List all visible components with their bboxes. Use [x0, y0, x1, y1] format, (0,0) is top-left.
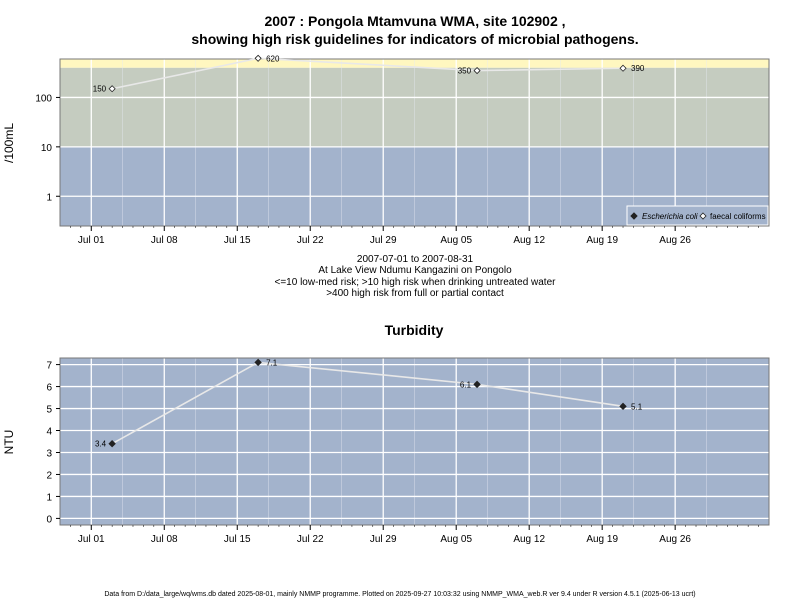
data-label: 150	[93, 85, 107, 94]
legend-ecoli-label: Escherichia coli	[642, 212, 698, 221]
x-tick-label: Aug 12	[513, 534, 545, 545]
y-tick-label: 1	[46, 192, 52, 203]
turbidity-chart: 0 1 2 3 4 5 6 7 Jul 01 Jul 08 Jul 15 Jul 22 Jul 29 A…	[2, 357, 770, 545]
chart2-gridlines	[60, 358, 769, 525]
x-tick-label: Jul 01	[78, 235, 105, 246]
data-label: 3.4	[95, 440, 107, 449]
data-label: 390	[631, 64, 645, 73]
risk-guideline-note-2: >400 high risk from full or partial cont…	[326, 288, 504, 299]
legend-faecal-marker	[699, 212, 707, 220]
chart1-y-axis-label: /100mL	[2, 123, 16, 163]
chart1-legend: Escherichia coli faecal coliforms	[626, 205, 769, 226]
y-tick-label: 6	[46, 383, 52, 394]
series-line	[111, 57, 624, 90]
data-point	[473, 380, 481, 389]
x-tick-label: Aug 19	[586, 534, 618, 545]
data-label: 620	[266, 54, 280, 63]
footer-note: Data from D:/data_large/wq/wms.db dated …	[104, 591, 695, 598]
y-tick-label: 1	[46, 492, 52, 503]
y-tick-label: 10	[41, 143, 53, 154]
data-point	[108, 85, 116, 93]
data-label: 350	[458, 67, 472, 76]
data-point	[108, 439, 116, 448]
x-tick-label: Aug 26	[659, 534, 691, 545]
y-tick-label: 100	[35, 93, 52, 104]
chart2-y-axis-label: NTU	[2, 430, 16, 455]
data-label: 5.1	[631, 402, 643, 411]
x-tick-label: Jul 01	[78, 534, 105, 545]
x-tick-label: Jul 08	[151, 534, 178, 545]
chart2-y-axis: 0 1 2 3 4 5 6 7	[46, 361, 60, 525]
data-point	[254, 358, 262, 367]
x-tick-label: Aug 05	[440, 534, 472, 545]
legend-faecal-label: faecal coliforms	[710, 212, 766, 221]
y-tick-label: 0	[46, 514, 52, 525]
x-tick-label: Jul 15	[224, 534, 251, 545]
date-range-note: 2007-07-01 to 2007-08-31	[357, 254, 474, 265]
legend-ecoli-marker	[630, 212, 638, 220]
data-point	[619, 64, 627, 72]
chart1-series: 150 620 350 390	[93, 54, 645, 93]
x-tick-label: Aug 26	[659, 235, 691, 246]
microbial-chart: 1 10 100 Jul 01 Jul 08 Jul 15 Jul 22 Jul 29 Aug…	[2, 54, 770, 246]
data-point	[473, 66, 481, 75]
data-label: 7.1	[266, 358, 278, 367]
x-tick-label: Aug 12	[513, 235, 545, 246]
legend-box	[626, 205, 769, 226]
y-tick-label: 5	[46, 405, 52, 416]
chart1-gridlines	[60, 59, 769, 226]
y-tick-label: 2	[46, 470, 52, 481]
chart1-title-line2: showing high risk guidelines for indicat…	[191, 31, 638, 47]
series-line	[111, 361, 624, 445]
y-tick-label: 7	[46, 361, 52, 372]
x-tick-label: Jul 29	[370, 534, 397, 545]
data-point	[254, 54, 262, 62]
data-point	[619, 402, 627, 411]
x-tick-label: Jul 22	[297, 534, 324, 545]
y-tick-label: 3	[46, 448, 52, 459]
x-tick-label: Jul 08	[151, 235, 178, 246]
x-tick-label: Jul 29	[370, 235, 397, 246]
chart1-y-axis: 1 10 100	[35, 93, 60, 203]
x-tick-label: Jul 22	[297, 235, 324, 246]
site-location-note: At Lake View Ndumu Kangazini on Pongolo	[318, 265, 512, 276]
chart2-title: Turbidity	[385, 322, 444, 338]
x-tick-label: Jul 15	[224, 235, 251, 246]
chart1-title-line1: 2007 : Pongola Mtamvuna WMA, site 102902…	[264, 13, 565, 29]
x-tick-label: Aug 19	[586, 235, 618, 246]
chart2-x-axis: Jul 01 Jul 08 Jul 15 Jul 22 Jul 29 Aug 05 Aug …	[70, 525, 759, 545]
y-tick-label: 4	[46, 427, 52, 438]
chart1-x-axis: Jul 01 Jul 08 Jul 15 Jul 22 Jul 29 Aug 05 Aug …	[70, 226, 759, 246]
data-label: 6.1	[460, 380, 472, 389]
chart2-series: 3.4 7.1 6.1 5.1	[95, 358, 643, 448]
risk-guideline-note-1: <=10 low-med risk; >10 high risk when dr…	[275, 277, 557, 288]
x-tick-label: Aug 05	[440, 235, 472, 246]
